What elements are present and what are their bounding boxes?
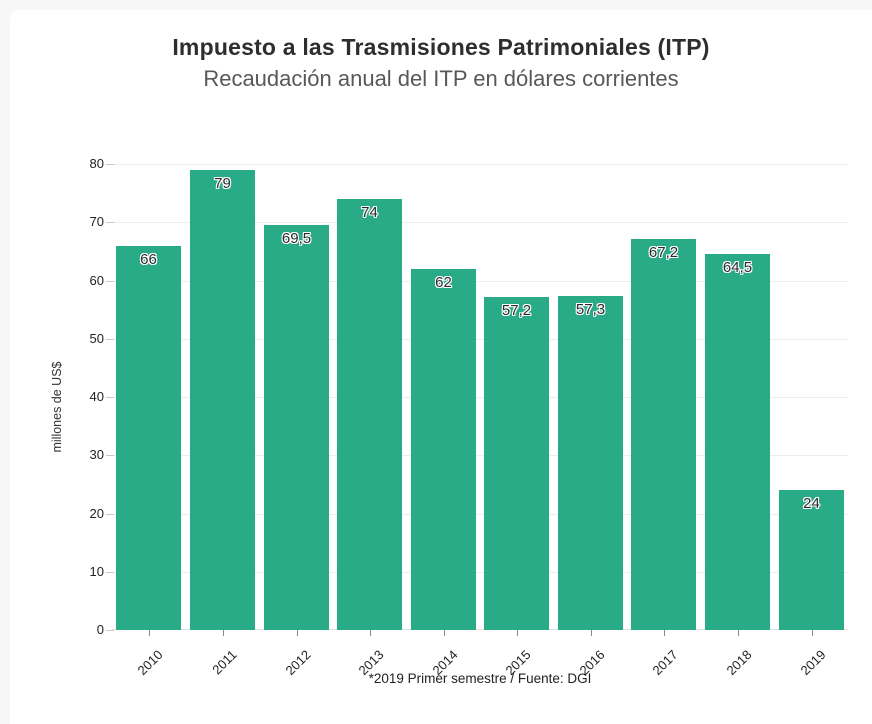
bar-value-label: 67,2 bbox=[648, 244, 679, 261]
bar-value-label: 64,5 bbox=[722, 259, 753, 276]
y-tick-mark bbox=[106, 397, 114, 398]
bar-value-label: 79 bbox=[214, 175, 231, 192]
x-tick-mark bbox=[738, 630, 739, 636]
y-tick-label: 60 bbox=[89, 273, 104, 288]
y-tick-mark bbox=[106, 164, 114, 165]
bar bbox=[337, 199, 402, 630]
x-tick-mark bbox=[664, 630, 665, 636]
bar bbox=[411, 269, 476, 630]
y-tick-mark bbox=[106, 572, 114, 573]
y-tick-mark bbox=[106, 222, 114, 223]
bar bbox=[558, 296, 623, 630]
gridline bbox=[112, 629, 848, 630]
x-tick-mark bbox=[297, 630, 298, 636]
gridline bbox=[112, 514, 848, 515]
gridline bbox=[112, 397, 848, 398]
bar bbox=[779, 490, 844, 630]
x-tick-mark bbox=[370, 630, 371, 636]
bar bbox=[190, 170, 255, 630]
gridline bbox=[112, 339, 848, 340]
bar-value-label: 57,2 bbox=[501, 302, 532, 319]
x-tick-mark bbox=[517, 630, 518, 636]
gridline bbox=[112, 222, 848, 223]
bar-value-label: 62 bbox=[435, 274, 452, 291]
chart-footnote: *2019 Primer semestre / Fuente: DGI bbox=[368, 671, 592, 686]
bar-value-label: 74 bbox=[361, 204, 378, 221]
y-tick-label: 10 bbox=[89, 564, 104, 579]
bar bbox=[116, 246, 181, 630]
bar bbox=[484, 297, 549, 630]
x-tick-mark bbox=[223, 630, 224, 636]
y-tick-label: 30 bbox=[89, 447, 104, 462]
y-tick-label: 20 bbox=[89, 506, 104, 521]
bar-value-label: 57,3 bbox=[575, 301, 606, 318]
y-tick-label: 70 bbox=[89, 214, 104, 229]
gridline bbox=[112, 572, 848, 573]
y-tick-mark bbox=[106, 339, 114, 340]
chart-card: Impuesto a las Trasmisiones Patrimoniale… bbox=[10, 10, 872, 724]
x-tick-mark bbox=[812, 630, 813, 636]
x-tick-mark bbox=[149, 630, 150, 636]
y-tick-mark bbox=[106, 514, 114, 515]
gridline bbox=[112, 455, 848, 456]
bar bbox=[705, 254, 770, 630]
y-tick-mark bbox=[106, 281, 114, 282]
y-tick-label: 80 bbox=[89, 156, 104, 171]
bar bbox=[631, 239, 696, 630]
bar-value-label: 24 bbox=[803, 495, 820, 512]
chart-title: Impuesto a las Trasmisiones Patrimoniale… bbox=[172, 34, 710, 60]
chart-subtitle: Recaudación anual del ITP en dólares cor… bbox=[203, 66, 679, 91]
x-tick-mark bbox=[444, 630, 445, 636]
y-tick-mark bbox=[106, 455, 114, 456]
y-tick-label: 40 bbox=[89, 389, 104, 404]
bar bbox=[264, 225, 329, 630]
x-tick-mark bbox=[591, 630, 592, 636]
bar-value-label: 66 bbox=[140, 251, 157, 268]
plot-area: 66 79 69,5 74 62 57,2 57,3 67,2 64,5 24 bbox=[112, 164, 848, 630]
y-tick-mark bbox=[106, 630, 114, 631]
y-tick-label: 50 bbox=[89, 331, 104, 346]
gridline bbox=[112, 281, 848, 282]
y-tick-label: 0 bbox=[96, 622, 104, 637]
gridline bbox=[112, 164, 848, 165]
bar-value-label: 69,5 bbox=[281, 230, 312, 247]
